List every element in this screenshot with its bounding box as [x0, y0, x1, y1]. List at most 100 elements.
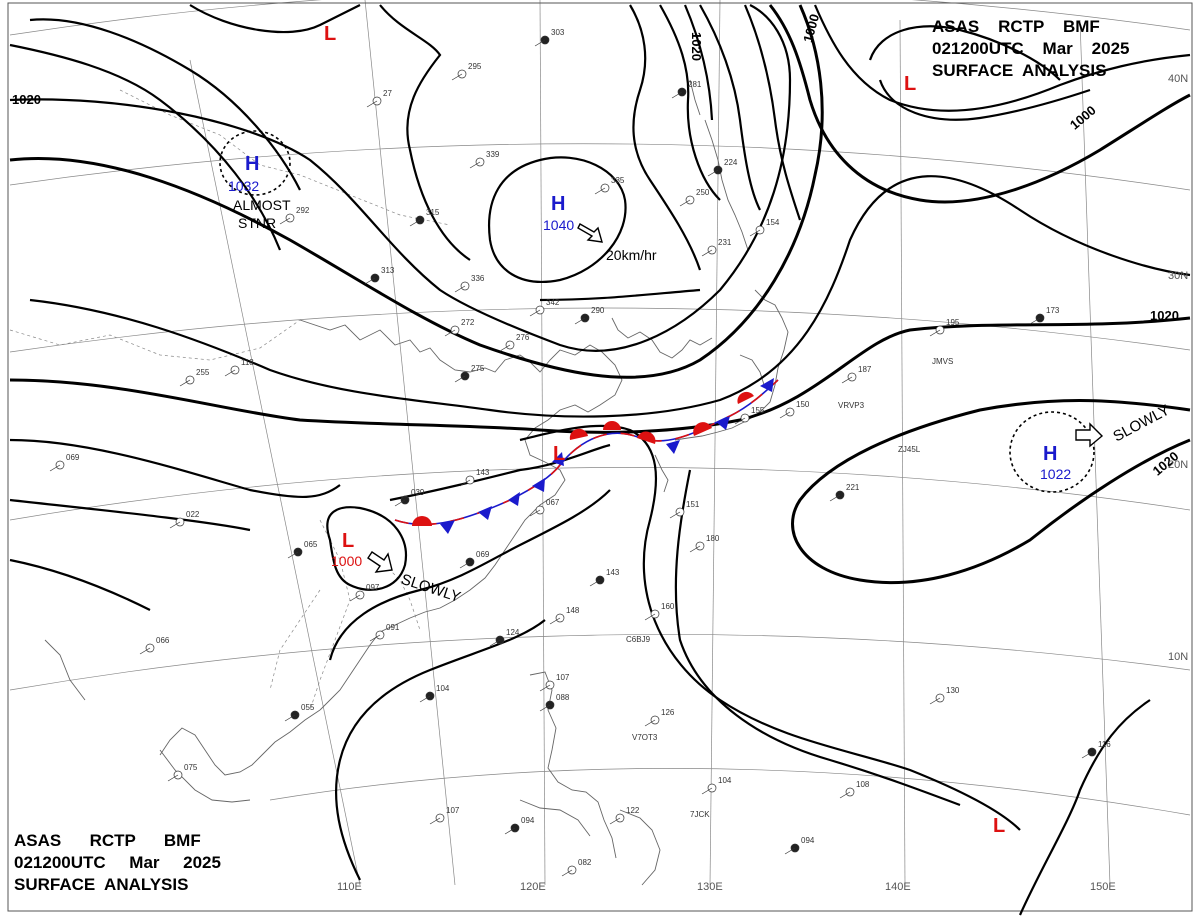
station-pressure: 281	[688, 80, 702, 89]
station-pressure: 091	[386, 623, 400, 632]
station-pressure: 187	[858, 365, 872, 374]
wind-barb	[784, 847, 796, 855]
low-value: 1000	[331, 553, 362, 569]
motion-label: 20km/hr	[606, 247, 657, 263]
station-pressure: 150	[796, 400, 810, 409]
lat-label: 10N	[1168, 651, 1188, 663]
wind-barb	[469, 161, 481, 169]
wind-barb	[841, 376, 853, 384]
wind-barb	[369, 634, 381, 642]
warm-front-symbols	[412, 391, 754, 526]
station-pressure: 154	[766, 218, 780, 227]
lat-label: 20N	[1168, 459, 1188, 471]
wind-barb	[644, 719, 656, 727]
wind-barb	[454, 375, 466, 383]
arrow-icon	[577, 223, 603, 243]
low-symbol: L	[342, 530, 354, 552]
high-value: 1022	[1040, 466, 1071, 482]
longitude-graticule	[189, 0, 1111, 886]
wind-barb	[539, 684, 551, 692]
station-plots: 303 295 27 281 339 292 315 335 250 313 336 342 290 27…	[49, 28, 1111, 877]
station-pressure: 255	[196, 368, 210, 377]
station-pressure: 148	[566, 606, 580, 615]
station-pressure: 143	[476, 468, 490, 477]
station-pressure: 039	[411, 488, 425, 497]
wind-barb	[829, 494, 841, 502]
header-bottom-line2: 021200UTC Mar 2025	[14, 853, 221, 872]
borders	[9, 89, 451, 711]
station-pressure: 055	[301, 703, 315, 712]
station-pressure: 224	[724, 158, 738, 167]
station-pressure: 094	[801, 836, 815, 845]
station-pressure: 116	[1098, 740, 1111, 749]
lon-label: 150E	[1090, 881, 1116, 893]
ship-id: C6BJ9	[626, 635, 651, 644]
ship-id: 7JCK	[690, 810, 710, 819]
wind-barb	[1029, 317, 1041, 325]
station-pressure: 067	[546, 498, 560, 507]
station-pressure: 107	[556, 673, 570, 682]
station-pressure: 118	[241, 358, 254, 367]
stnr-note: ALMOST	[233, 197, 291, 213]
wind-barb	[549, 617, 561, 625]
station-pressure: 069	[66, 453, 80, 462]
motion-arrows	[367, 223, 1104, 573]
wind-barb	[929, 697, 941, 705]
station-pressure: 231	[718, 238, 732, 247]
wind-barb	[707, 169, 719, 177]
wind-barb	[609, 817, 621, 825]
ship-id: ZJ45L	[898, 445, 921, 454]
wind-barb	[459, 561, 471, 569]
ship-ids: JMVS VRVP3 ZJ45L C6BJ9 V7OT3 7JCK	[626, 357, 953, 819]
latitude-graticule	[9, 0, 1191, 816]
wind-barb	[594, 187, 606, 195]
station-pressure: 122	[626, 806, 640, 815]
stationary-front	[394, 379, 779, 526]
high-symbol: H	[551, 193, 565, 215]
header-top-line1: ASAS RCTP BMF	[932, 17, 1100, 36]
station-pressure: 104	[718, 776, 732, 785]
high-dashed-contours	[219, 130, 1095, 493]
wind-barb	[561, 869, 573, 877]
station-pressure: 180	[706, 534, 720, 543]
low-symbol: L	[553, 443, 565, 465]
station-pressure: 335	[611, 176, 625, 185]
high-value: 1032	[228, 178, 259, 194]
station-pressure: 155	[751, 406, 765, 415]
station-pressure: 069	[476, 550, 490, 559]
header-bottom: ASAS RCTP BMF 021200UTC Mar 2025 SURFACE…	[14, 830, 221, 896]
isobars	[9, 4, 1191, 916]
station-pressure: 107	[446, 806, 460, 815]
wind-barb	[534, 39, 546, 47]
wind-barb	[139, 647, 151, 655]
wind-barb	[394, 499, 406, 507]
station-pressure: 151	[686, 500, 700, 509]
wind-barb	[1081, 751, 1093, 759]
wind-barb	[429, 817, 441, 825]
lon-label: 120E	[520, 881, 546, 893]
wind-barb	[49, 464, 61, 472]
wind-barb	[671, 91, 683, 99]
station-pressure: 104	[436, 684, 450, 693]
station-pressure: 27	[383, 89, 392, 98]
header-top-line3: SURFACE ANALYSIS	[932, 61, 1107, 80]
station-pressure: 143	[606, 568, 620, 577]
arrow-icon	[1075, 422, 1104, 448]
station-pressure: 065	[304, 540, 318, 549]
station-pressure: 342	[546, 298, 560, 307]
wind-barb	[749, 229, 761, 237]
wind-barb	[167, 774, 179, 782]
wind-barb	[689, 545, 701, 553]
lon-label: 110E	[337, 881, 362, 893]
station-pressure: 082	[578, 858, 592, 867]
high-symbol: H	[245, 153, 259, 175]
wind-barb	[454, 285, 466, 293]
lon-label: 140E	[885, 881, 911, 893]
station-pressure: 195	[946, 318, 960, 327]
wind-barb	[529, 509, 541, 517]
high-symbol: H	[1043, 443, 1057, 465]
station-pressure: 094	[521, 816, 535, 825]
wind-barb	[589, 579, 601, 587]
isobar-label: 1000	[800, 12, 822, 44]
